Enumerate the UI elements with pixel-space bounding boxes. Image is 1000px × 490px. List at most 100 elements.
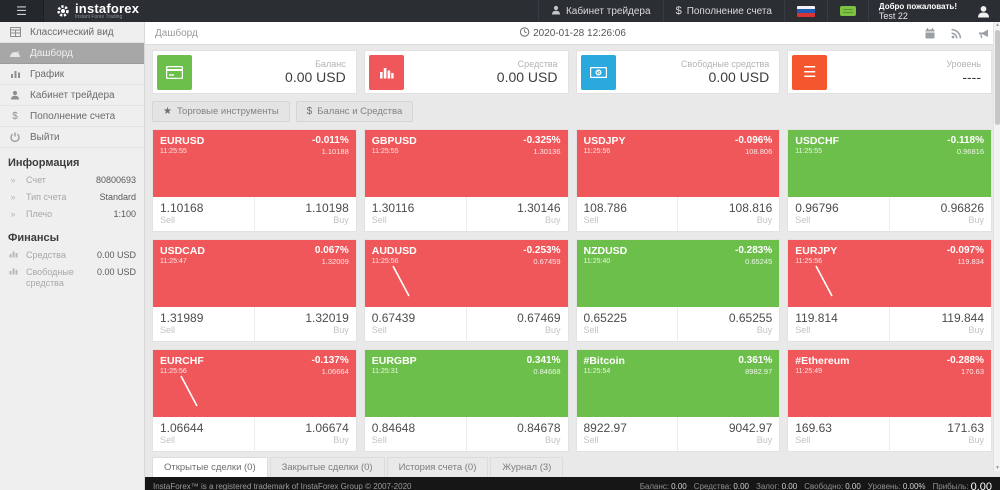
sell-label: Sell (371, 325, 387, 335)
instrument-tile[interactable]: EURJPY 11:25:56 -0.097% 119.834 119.814 … (787, 239, 992, 342)
vertical-scrollbar[interactable]: ▲ ▼ (993, 22, 1000, 471)
tile-quote-panel[interactable]: EURCHF 11:25:56 -0.137% 1.06664 (153, 350, 356, 417)
sell-quote[interactable]: 8922.97 Sell (577, 417, 678, 451)
scroll-down-arrow[interactable]: ▼ (995, 465, 1000, 471)
sell-price: 0.65225 (583, 311, 627, 325)
buy-quote[interactable]: 0.67469 Buy (465, 307, 568, 341)
deals-tab-label: История счета (0) (398, 462, 477, 473)
buy-quote[interactable]: 1.06674 Buy (253, 417, 356, 451)
sell-quote[interactable]: 169.63 Sell (788, 417, 889, 451)
sidebar-item-deposit[interactable]: $ Пополнение счета (0, 106, 144, 127)
tile-quote-panel[interactable]: GBPUSD 11:25:55 -0.325% 1.30136 (364, 130, 568, 197)
sell-price: 169.63 (795, 421, 832, 435)
buy-quote[interactable]: 0.84678 Buy (465, 417, 568, 451)
instrument-tile[interactable]: EURGBP 11:25:31 0.341% 0.84668 0.84648 S… (363, 349, 569, 452)
buy-quote[interactable]: 1.10198 Buy (253, 197, 356, 231)
instrument-symbol: #Ethereum (795, 355, 850, 367)
buy-quote[interactable]: 108.816 Buy (677, 197, 779, 231)
sell-quote[interactable]: 0.65225 Sell (577, 307, 678, 341)
last-price: 1.06664 (321, 367, 349, 376)
buy-quote[interactable]: 171.63 Buy (889, 417, 991, 451)
sidebar-item-chart[interactable]: График (0, 64, 144, 85)
trader-cabinet-button[interactable]: Кабинет трейдера (537, 0, 663, 22)
chevron-right-icon: » (10, 209, 16, 219)
buy-quote[interactable]: 119.844 Buy (889, 307, 991, 341)
balance-funds-button[interactable]: $ Баланс и Средства (295, 101, 414, 122)
quote-time: 11:25:54 (583, 368, 611, 375)
instrument-tile[interactable]: AUDUSD 11:25:56 -0.253% 0.67459 0.67439 … (363, 239, 569, 342)
buy-price: 1.06674 (305, 421, 349, 435)
buy-quote[interactable]: 1.32019 Buy (253, 307, 356, 341)
buy-quote[interactable]: 0.96826 Buy (889, 197, 991, 231)
tile-quote-panel[interactable]: NZDUSD 11:25:40 -0.283% 0.65245 (576, 240, 780, 307)
sidebar-item-logout[interactable]: Выйти (0, 127, 144, 148)
instrument-tile[interactable]: NZDUSD 11:25:40 -0.283% 0.65245 0.65225 … (575, 239, 781, 342)
sell-quote[interactable]: 0.67439 Sell (365, 307, 466, 341)
megaphone-icon[interactable] (978, 28, 990, 39)
instrument-tile[interactable]: USDJPY 11:25:56 -0.096% 108.806 108.786 … (575, 129, 781, 232)
tile-quote-panel[interactable]: EURJPY 11:25:56 -0.097% 119.834 (788, 240, 991, 307)
tile-quote-panel[interactable]: USDCAD 11:25:47 0.067% 1.32009 (153, 240, 356, 307)
deals-tab[interactable]: История счета (0) (386, 457, 489, 477)
instrument-tile[interactable]: EURUSD 11:25:55 -0.011% 1.10188 1.10168 … (152, 129, 357, 232)
sell-price: 1.06644 (160, 421, 204, 435)
deposit-button[interactable]: $ Пополнение счета (662, 0, 784, 22)
tile-quote-panel[interactable]: USDJPY 11:25:56 -0.096% 108.806 (576, 130, 780, 197)
sell-price: 1.10168 (160, 201, 204, 215)
sell-label: Sell (160, 435, 176, 445)
instrument-tile[interactable]: USDCHF 11:25:55 -0.118% 0.96816 0.96796 … (787, 129, 992, 232)
tile-quote-panel[interactable]: #Ethereum 11:25:49 -0.288% 170.63 (788, 350, 991, 417)
sell-quote[interactable]: 1.31989 Sell (153, 307, 254, 341)
deals-tab[interactable]: Открытые сделки (0) (152, 457, 268, 477)
trading-instruments-button[interactable]: ★ Торговые инструменты (152, 101, 290, 122)
trader-cabinet-label: Кабинет трейдера (565, 5, 651, 17)
app-logo[interactable]: instaforex Instant Forex Trading (44, 0, 139, 22)
sell-price: 0.96796 (795, 201, 839, 215)
footer-stat: Свободно: 0.00 (804, 482, 861, 490)
status-chip-button[interactable] (826, 0, 868, 22)
tile-quote-panel[interactable]: USDCHF 11:25:55 -0.118% 0.96816 (788, 130, 991, 197)
status-chip-icon (839, 6, 856, 16)
tile-quote-panel[interactable]: EURUSD 11:25:55 -0.011% 1.10188 (153, 130, 356, 197)
scroll-up-arrow[interactable]: ▲ (995, 22, 1000, 28)
summary-cards: Баланс 0.00 USD Средства 0.00 USD $ Сво (145, 45, 1000, 98)
change-percent: -0.097% (946, 245, 984, 256)
instrument-tile[interactable]: USDCAD 11:25:47 0.067% 1.32009 1.31989 S… (152, 239, 357, 342)
sell-quote[interactable]: 108.786 Sell (577, 197, 678, 231)
tile-quote-panel[interactable]: EURGBP 11:25:31 0.341% 0.84668 (364, 350, 568, 417)
buy-label: Buy (333, 325, 349, 335)
instrument-tile[interactable]: #Bitcoin 11:25:54 0.361% 8982.97 8922.97… (575, 349, 781, 452)
change-percent: -0.011% (312, 135, 349, 146)
hamburger-menu-icon[interactable]: ☰ (0, 0, 44, 22)
scrollbar-thumb[interactable] (995, 30, 1000, 125)
language-flag-russia[interactable] (783, 0, 827, 22)
tile-quote-panel[interactable]: #Bitcoin 11:25:54 0.361% 8982.97 (576, 350, 780, 417)
instrument-tile[interactable]: EURCHF 11:25:56 -0.137% 1.06664 1.06644 … (152, 349, 357, 452)
sell-quote[interactable]: 1.06644 Sell (153, 417, 254, 451)
buy-quote[interactable]: 1.30146 Buy (465, 197, 568, 231)
sell-quote[interactable]: 1.30116 Sell (365, 197, 466, 231)
sell-quote[interactable]: 119.814 Sell (788, 307, 889, 341)
calendar-icon[interactable] (925, 27, 935, 39)
deals-tab[interactable]: Закрытые сделки (0) (269, 457, 385, 477)
rss-icon[interactable] (951, 28, 962, 39)
buy-quote[interactable]: 0.65255 Buy (677, 307, 779, 341)
sell-quote[interactable]: 0.96796 Sell (788, 197, 889, 231)
finance-section-title: Финансы (8, 232, 60, 244)
instrument-tile[interactable]: GBPUSD 11:25:55 -0.325% 1.30136 1.30116 … (363, 129, 569, 232)
deals-tab[interactable]: Журнал (3) (490, 457, 564, 477)
sidebar-item-trader-cabinet[interactable]: Кабинет трейдера (0, 85, 144, 106)
buy-label: Buy (968, 215, 984, 225)
info-row-label: Тип счета (26, 192, 67, 202)
welcome-block: Добро пожаловать! Test 22 (867, 0, 967, 22)
sell-quote[interactable]: 1.10168 Sell (153, 197, 254, 231)
buy-quote[interactable]: 9042.97 Buy (677, 417, 779, 451)
last-price: 1.30136 (533, 147, 561, 156)
sidebar-item-classic-view[interactable]: Классический вид (0, 22, 144, 43)
tile-quote-panel[interactable]: AUDUSD 11:25:56 -0.253% 0.67459 (364, 240, 568, 307)
footer-stat-value: 0.00% (902, 482, 926, 490)
sell-quote[interactable]: 0.84648 Sell (365, 417, 466, 451)
sidebar-item-dashboard[interactable]: Дашборд (0, 43, 144, 64)
avatar[interactable] (967, 0, 1000, 22)
instrument-tile[interactable]: #Ethereum 11:25:49 -0.288% 170.63 169.63… (787, 349, 992, 452)
